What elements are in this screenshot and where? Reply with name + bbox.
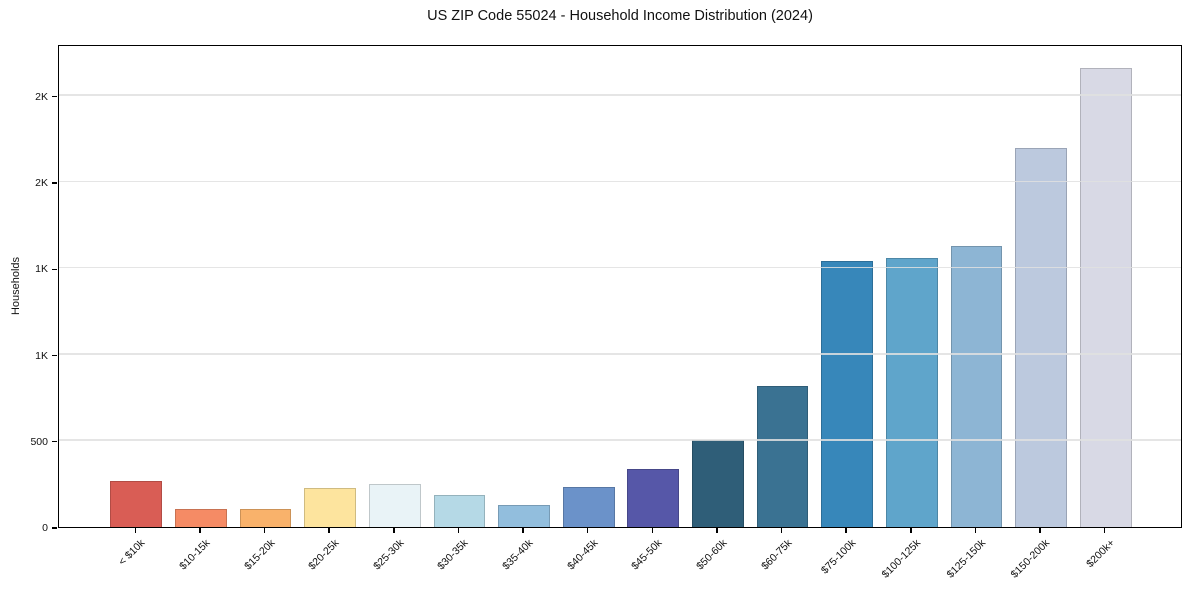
bar-$150-200k xyxy=(1015,147,1067,527)
bar-< $10k xyxy=(110,481,163,527)
y-tick-label: 1K xyxy=(35,349,48,362)
x-tick-mark xyxy=(716,528,718,533)
x-tick-mark xyxy=(522,528,524,533)
bar-$25-30k xyxy=(368,483,421,527)
x-tick-mark xyxy=(1039,528,1041,533)
y-tick-mark xyxy=(52,268,57,270)
x-tick-label: $200k+ xyxy=(1084,537,1118,571)
gridline xyxy=(59,94,1181,96)
y-tick-mark xyxy=(52,354,57,357)
bar-$35-40k xyxy=(498,504,550,527)
x-tick-label: $100-125k xyxy=(879,537,924,581)
y-axis-label: Households xyxy=(10,256,22,316)
bar-$75-100k xyxy=(821,260,874,527)
y-tick-mark xyxy=(52,527,57,529)
x-tick-mark xyxy=(780,528,783,533)
y-tick-mark xyxy=(52,182,57,184)
bar-$45-50k xyxy=(627,469,680,527)
x-tick-mark xyxy=(586,528,589,533)
bar-$40-45k xyxy=(562,487,615,527)
plot-area xyxy=(58,45,1182,528)
x-tick-label: $15-20k xyxy=(241,537,278,573)
bar-$20-25k xyxy=(304,488,357,527)
bar-$15-20k xyxy=(239,508,292,527)
x-tick-mark xyxy=(134,528,136,533)
y-tick-label: 2K xyxy=(35,90,48,103)
y-tick-label: 1K xyxy=(35,263,48,276)
x-tick-mark xyxy=(457,528,460,533)
x-tick-mark xyxy=(263,528,266,533)
y-tick-label: 500 xyxy=(30,435,48,448)
gridline xyxy=(59,266,1181,269)
bar-$60-75k xyxy=(756,386,809,527)
x-tick-label: $35-40k xyxy=(500,537,536,573)
y-tick-label: 0 xyxy=(42,522,48,534)
bar-$100-125k xyxy=(885,257,938,527)
gridline xyxy=(59,180,1181,182)
bars-container xyxy=(59,46,1181,527)
y-tick-mark xyxy=(52,96,57,98)
x-tick-label: $20-25k xyxy=(306,537,342,573)
gridline xyxy=(59,439,1181,441)
x-tick-mark xyxy=(393,528,395,533)
x-tick-label: $75-100k xyxy=(819,537,859,577)
x-tick-label: $125-150k xyxy=(944,537,988,581)
bar-$30-35k xyxy=(433,495,486,527)
x-tick-label: $150-200k xyxy=(1008,537,1053,581)
bar-$10-15k xyxy=(175,508,227,527)
x-tick-label: $10-15k xyxy=(177,537,213,573)
x-tick-mark xyxy=(199,528,201,533)
bar-$200k+ xyxy=(1079,68,1132,527)
x-tick-label: $45-50k xyxy=(629,537,665,573)
x-tick-mark xyxy=(974,528,977,533)
x-tick-mark xyxy=(328,528,330,533)
bar-$50-60k xyxy=(692,439,744,527)
bar-$125-150k xyxy=(950,245,1003,527)
x-tick-label: $40-45k xyxy=(564,537,601,573)
chart-title: US ZIP Code 55024 - Household Income Dis… xyxy=(427,8,813,24)
x-tick-label: $30-35k xyxy=(435,537,471,573)
x-tick-label: $25-30k xyxy=(370,537,407,573)
x-tick-mark xyxy=(910,528,912,533)
x-tick-label: $60-75k xyxy=(758,537,795,573)
x-tick-label: $50-60k xyxy=(694,537,730,573)
x-tick-mark xyxy=(1103,528,1106,533)
x-tick-label: < $10k xyxy=(116,537,148,568)
gridline xyxy=(59,353,1181,355)
y-tick-label: 2K xyxy=(35,177,48,189)
x-tick-mark xyxy=(845,528,847,533)
y-tick-mark xyxy=(52,441,57,443)
x-tick-mark xyxy=(651,528,653,533)
